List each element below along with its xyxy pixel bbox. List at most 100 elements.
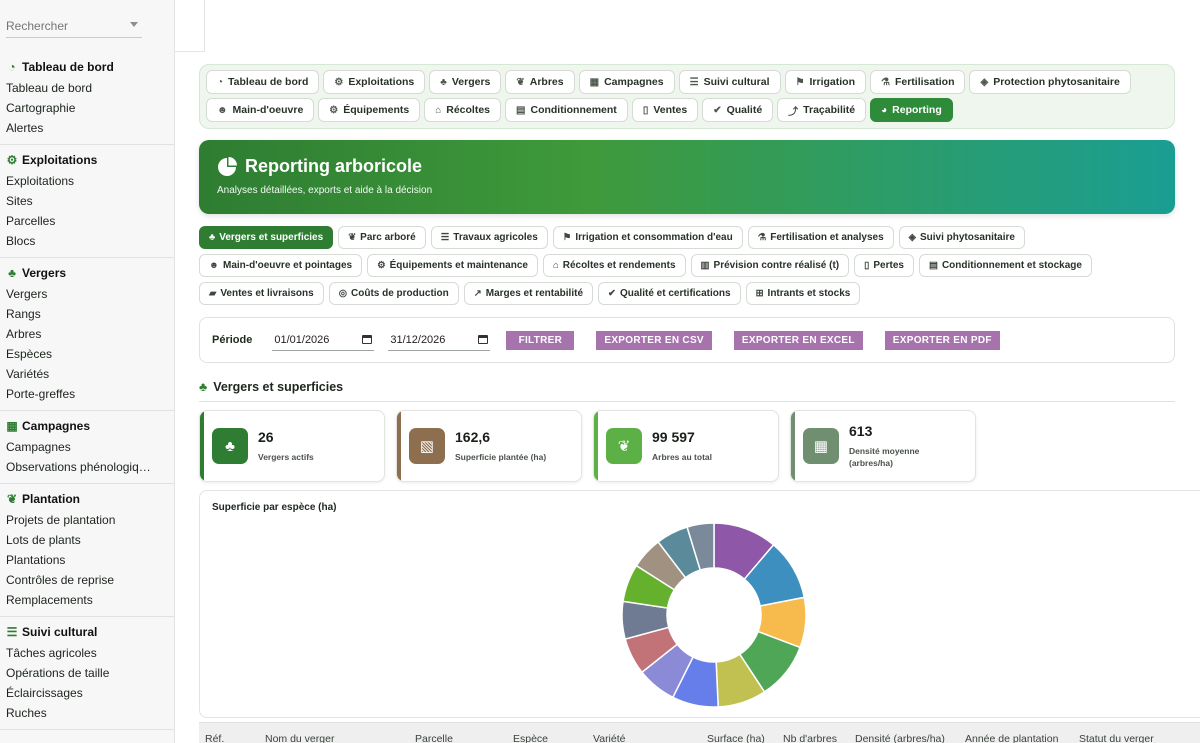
sidebar-item[interactable]: Tâches agricoles (6, 646, 97, 660)
sidebar-item[interactable]: Sites (6, 194, 33, 208)
tab-label: Qualité (726, 104, 763, 116)
calendar-icon[interactable] (362, 335, 373, 344)
sidebar-item[interactable]: Variétés (6, 367, 50, 381)
module-tab[interactable]: ◔ Tableau de bord (206, 70, 320, 94)
double-check-icon: ✔ (713, 104, 722, 116)
coins-icon: ◎ (338, 288, 347, 299)
table-column-header[interactable]: Nom du verger (265, 733, 335, 743)
sidebar-item[interactable]: Plantations (6, 553, 66, 567)
sidebar-item[interactable]: Vergers (6, 287, 48, 301)
module-tab[interactable]: ☰ Suivi cultural (678, 70, 781, 94)
report-tab[interactable]: ✔ Qualité et certifications (598, 282, 741, 305)
table-column-header[interactable]: Statut du verger (1079, 733, 1154, 743)
module-tab[interactable]: ◈ Protection phytosanitaire (969, 70, 1131, 94)
table-column-header[interactable]: Nb d'arbres (783, 733, 837, 743)
table-column-header[interactable]: Densité (arbres/ha) (855, 733, 945, 743)
table-column-header[interactable]: Surface (ha) (707, 733, 765, 743)
sidebar-item[interactable]: Alertes (6, 121, 44, 135)
sidebar-item[interactable]: Blocs (6, 234, 36, 248)
sidebar-item[interactable]: Éclaircissages (6, 686, 83, 700)
module-tabs: ◔ Tableau de bord ⚙ Exploitations ♣ Vergers ❦ A… (199, 64, 1175, 129)
sidebar-group-label: Vergers (22, 266, 67, 280)
module-tab[interactable]: ◕ Reporting (870, 98, 953, 122)
sidebar-item[interactable]: Tableau de bord (6, 81, 93, 95)
module-tab[interactable]: ⚑ Irrigation (784, 70, 866, 94)
sidebar-group-title: ▦ Campagnes (0, 415, 174, 437)
module-tab[interactable]: ⚙ Équipements (318, 98, 421, 122)
report-tab[interactable]: ▯ Pertes (854, 254, 914, 277)
filter-button[interactable]: FILTRER (506, 330, 575, 350)
report-tab[interactable]: ◎ Coûts de production (328, 282, 459, 305)
report-tab[interactable]: ☻ Main-d'oeuvre et pointages (199, 254, 363, 277)
sidebar-item[interactable]: Projets de plantation (6, 513, 116, 527)
chevron-down-icon[interactable] (130, 22, 138, 27)
module-tab[interactable]: ⚗ Fertilisation (870, 70, 966, 94)
sidebar-item[interactable]: Espèces (6, 347, 53, 361)
search-box[interactable] (6, 16, 142, 38)
report-tab[interactable]: ⌂ Récoltes et rendements (542, 254, 686, 277)
table-column-header[interactable]: Espèce (513, 733, 549, 743)
kpi-value: 99 597 (652, 429, 695, 445)
export-excel-button[interactable]: EXPORTER EN EXCEL (733, 330, 863, 350)
module-tab[interactable]: ♣ Vergers (429, 70, 502, 94)
top-corner-panel (175, 0, 205, 52)
sidebar-item[interactable]: Ruches (6, 706, 47, 720)
table-column-header[interactable]: Variété (593, 733, 626, 743)
report-tab[interactable]: ▤ Conditionnement et stockage (918, 254, 1092, 277)
calendar-icon: ▦ (589, 76, 600, 88)
calendar-icon[interactable] (478, 335, 489, 344)
kpi-label: Densité moyenne (arbres/ha) (849, 446, 920, 468)
tab-label: Coûts de production (351, 288, 449, 299)
sidebar-item[interactable]: Parcelles (6, 214, 56, 228)
sidebar-item[interactable]: Observations phénologiq… (6, 460, 151, 474)
module-tab[interactable]: ⌂ Récoltes (424, 98, 502, 122)
report-tab[interactable]: ❦ Parc arboré (338, 226, 426, 249)
filter-bar: Période 01/01/2026 31/12/2026 FILTRER EX… (199, 317, 1175, 363)
report-tab[interactable]: ☰ Travaux agricoles (430, 226, 548, 249)
report-tab[interactable]: ◈ Suivi phytosanitaire (898, 226, 1025, 249)
report-tab[interactable]: ⚗ Fertilisation et analyses (747, 226, 894, 249)
export-csv-button[interactable]: EXPORTER EN CSV (596, 330, 712, 350)
sidebar-item[interactable]: Lots de plants (6, 533, 81, 547)
report-tab[interactable]: ⚙ Équipements et maintenance (367, 254, 538, 277)
report-tab[interactable]: ⚑ Irrigation et consommation d'eau (552, 226, 743, 249)
sidebar-item[interactable]: Exploitations (6, 174, 75, 188)
module-tab[interactable]: ❦ Arbres (505, 70, 575, 94)
sidebar-group-label: Plantation (22, 492, 81, 506)
module-tab[interactable]: ⚙ Exploitations (323, 70, 426, 94)
tree-icon: ♣ (199, 380, 208, 394)
basket-icon: ⌂ (435, 104, 442, 116)
date-to-field[interactable]: 31/12/2026 (388, 329, 491, 351)
module-tab[interactable]: ⤴ Traçabilité (777, 98, 867, 122)
module-tab[interactable]: ▤ Conditionnement (505, 98, 628, 122)
sidebar-item[interactable]: Arbres (6, 327, 42, 341)
search-input[interactable] (6, 16, 116, 36)
sidebar-item[interactable]: Cartographie (6, 101, 76, 115)
module-tab[interactable]: ▦ Campagnes (578, 70, 675, 94)
sidebar-item[interactable]: Opérations de taille (6, 666, 110, 680)
sidebar-item[interactable]: Campagnes (6, 440, 71, 454)
module-tab[interactable]: ✔ Qualité (702, 98, 774, 122)
pie-slice[interactable] (686, 522, 715, 571)
date-from-field[interactable]: 01/01/2026 (272, 329, 375, 351)
table-column-header[interactable]: Réf. (205, 733, 225, 743)
sidebar-item[interactable]: Contrôles de reprise (6, 573, 115, 587)
module-tab[interactable]: ☻ Main-d'oeuvre (206, 98, 315, 122)
receipt-icon: ▯ (642, 104, 649, 116)
report-tab[interactable]: ⊞ Intrants et stocks (745, 282, 861, 305)
sidebar-item[interactable]: Rangs (6, 307, 41, 321)
report-tab[interactable]: ▰ Ventes et livraisons (199, 282, 324, 305)
tab-label: Exploitations (348, 76, 415, 88)
sidebar-group-title: ⚙ Exploitations (0, 149, 174, 171)
table-column-header[interactable]: Parcelle (415, 733, 453, 743)
sidebar-group: ▦ Campagnes Campagnes Observations phénolog… (0, 411, 174, 484)
tab-label: Conditionnement (530, 104, 617, 116)
export-pdf-button[interactable]: EXPORTER EN PDF (884, 330, 1000, 350)
table-column-header[interactable]: Année de plantation (965, 733, 1059, 743)
sidebar-item[interactable]: Porte-greffes (6, 387, 76, 401)
sidebar-item[interactable]: Remplacements (6, 593, 93, 607)
report-tab[interactable]: ▥ Prévision contre réalisé (t) (690, 254, 850, 277)
report-tab[interactable]: ♣ Vergers et superficies (199, 226, 334, 249)
report-tab[interactable]: ↗ Marges et rentabilité (463, 282, 594, 305)
module-tab[interactable]: ▯ Ventes (631, 98, 699, 122)
